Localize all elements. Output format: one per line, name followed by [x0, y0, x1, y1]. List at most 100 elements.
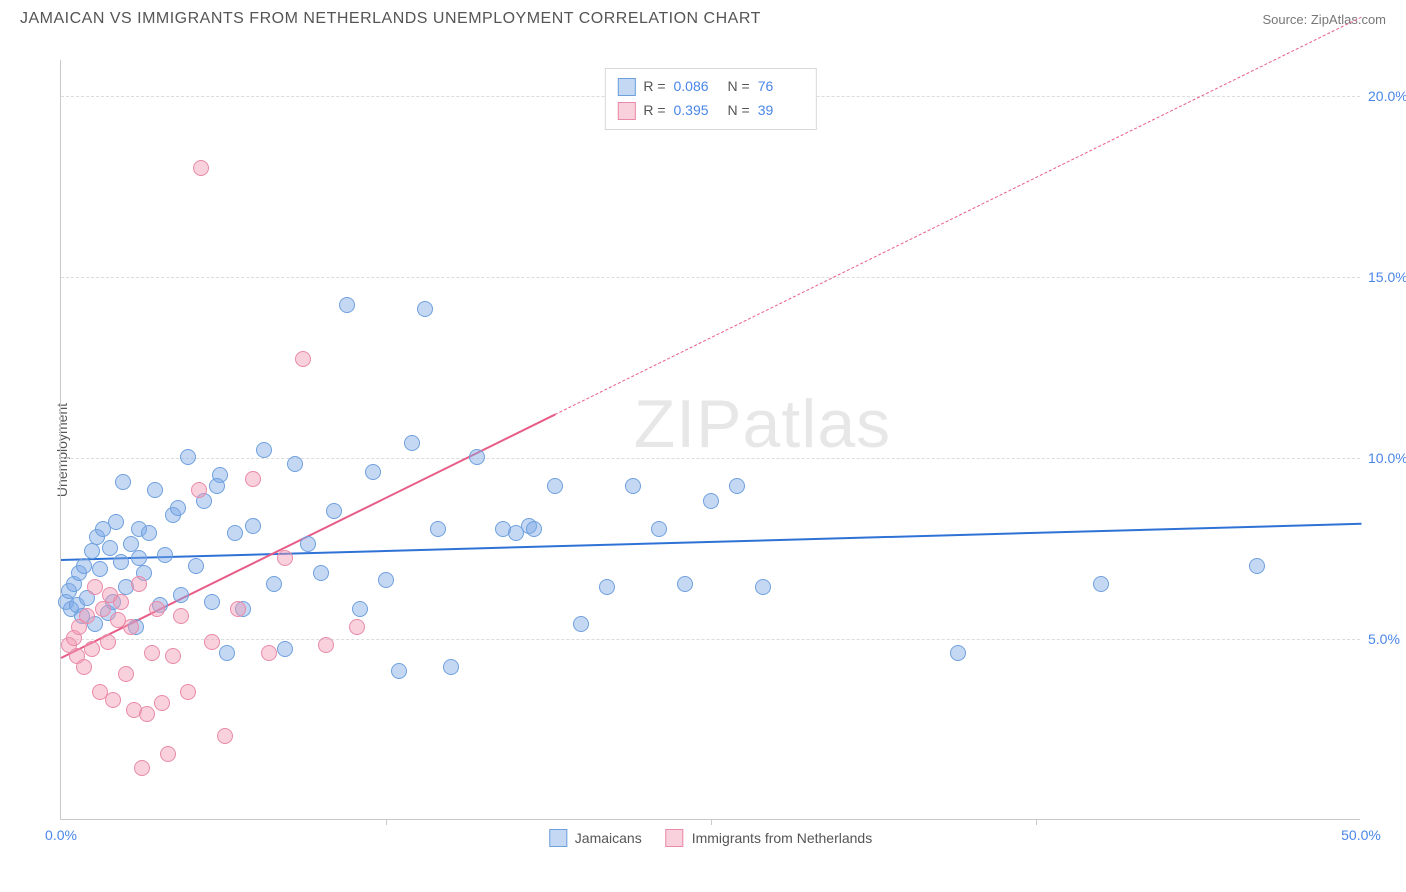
data-point	[300, 536, 316, 552]
data-point	[677, 576, 693, 592]
plot-area: ZIPatlas 5.0%10.0%15.0%20.0%0.0%50.0%R =…	[60, 60, 1360, 820]
data-point	[180, 684, 196, 700]
data-point	[79, 608, 95, 624]
data-point	[245, 518, 261, 534]
data-point	[230, 601, 246, 617]
data-point	[102, 540, 118, 556]
data-point	[245, 471, 261, 487]
data-point	[141, 525, 157, 541]
data-point	[173, 587, 189, 603]
data-point	[113, 594, 129, 610]
data-point	[256, 442, 272, 458]
data-point	[160, 746, 176, 762]
x-tick-mark	[386, 819, 387, 825]
legend-stats-row: R = 0.395 N = 39	[617, 99, 803, 123]
data-point	[170, 500, 186, 516]
r-value: 0.086	[674, 75, 720, 99]
data-point	[139, 706, 155, 722]
data-point	[526, 521, 542, 537]
data-point	[209, 478, 225, 494]
data-point	[755, 579, 771, 595]
data-point	[266, 576, 282, 592]
legend-series-item: Immigrants from Netherlands	[666, 829, 873, 847]
data-point	[261, 645, 277, 661]
data-point	[219, 645, 235, 661]
data-point	[165, 648, 181, 664]
data-point	[227, 525, 243, 541]
data-point	[352, 601, 368, 617]
n-label: N =	[728, 99, 750, 123]
data-point	[105, 692, 121, 708]
data-point	[204, 634, 220, 650]
data-point	[349, 619, 365, 635]
n-label: N =	[728, 75, 750, 99]
data-point	[547, 478, 563, 494]
data-point	[651, 521, 667, 537]
legend-series: Jamaicans Immigrants from Netherlands	[549, 829, 872, 847]
legend-stats: R = 0.086 N = 76 R = 0.395 N = 39	[604, 68, 816, 130]
n-value: 39	[758, 99, 804, 123]
x-tick-label: 50.0%	[1341, 827, 1381, 843]
legend-series-label: Immigrants from Netherlands	[692, 830, 873, 846]
x-tick-label: 0.0%	[45, 827, 77, 843]
chart-container: Unemployment ZIPatlas 5.0%10.0%15.0%20.0…	[20, 40, 1386, 860]
data-point	[573, 616, 589, 632]
data-point	[625, 478, 641, 494]
data-point	[100, 634, 116, 650]
data-point	[95, 601, 111, 617]
data-point	[277, 550, 293, 566]
data-point	[131, 550, 147, 566]
data-point	[469, 449, 485, 465]
data-point	[318, 637, 334, 653]
legend-swatch	[666, 829, 684, 847]
data-point	[217, 728, 233, 744]
data-point	[193, 160, 209, 176]
data-point	[154, 695, 170, 711]
x-tick-mark	[1036, 819, 1037, 825]
legend-series-label: Jamaicans	[575, 830, 642, 846]
data-point	[144, 645, 160, 661]
legend-swatch	[549, 829, 567, 847]
data-point	[950, 645, 966, 661]
data-point	[404, 435, 420, 451]
r-label: R =	[643, 75, 665, 99]
data-point	[339, 297, 355, 313]
y-tick-label: 15.0%	[1368, 269, 1406, 285]
y-tick-label: 10.0%	[1368, 450, 1406, 466]
data-point	[188, 558, 204, 574]
data-point	[115, 474, 131, 490]
data-point	[417, 301, 433, 317]
data-point	[84, 641, 100, 657]
data-point	[295, 351, 311, 367]
data-point	[92, 561, 108, 577]
header: JAMAICAN VS IMMIGRANTS FROM NETHERLANDS …	[0, 0, 1406, 28]
data-point	[599, 579, 615, 595]
data-point	[326, 503, 342, 519]
legend-series-item: Jamaicans	[549, 829, 642, 847]
r-label: R =	[643, 99, 665, 123]
data-point	[149, 601, 165, 617]
legend-stats-row: R = 0.086 N = 76	[617, 75, 803, 99]
x-tick-mark	[711, 819, 712, 825]
data-point	[430, 521, 446, 537]
data-point	[84, 543, 100, 559]
data-point	[1249, 558, 1265, 574]
n-value: 76	[758, 75, 804, 99]
r-value: 0.395	[674, 99, 720, 123]
data-point	[173, 608, 189, 624]
y-tick-label: 20.0%	[1368, 88, 1406, 104]
data-point	[123, 619, 139, 635]
gridline	[61, 277, 1360, 278]
source-label: Source: ZipAtlas.com	[1262, 12, 1386, 27]
data-point	[131, 576, 147, 592]
gridline	[61, 639, 1360, 640]
legend-swatch	[617, 102, 635, 120]
gridline	[61, 458, 1360, 459]
data-point	[87, 579, 103, 595]
data-point	[157, 547, 173, 563]
legend-swatch	[617, 78, 635, 96]
data-point	[118, 666, 134, 682]
data-point	[204, 594, 220, 610]
data-point	[378, 572, 394, 588]
data-point	[191, 482, 207, 498]
